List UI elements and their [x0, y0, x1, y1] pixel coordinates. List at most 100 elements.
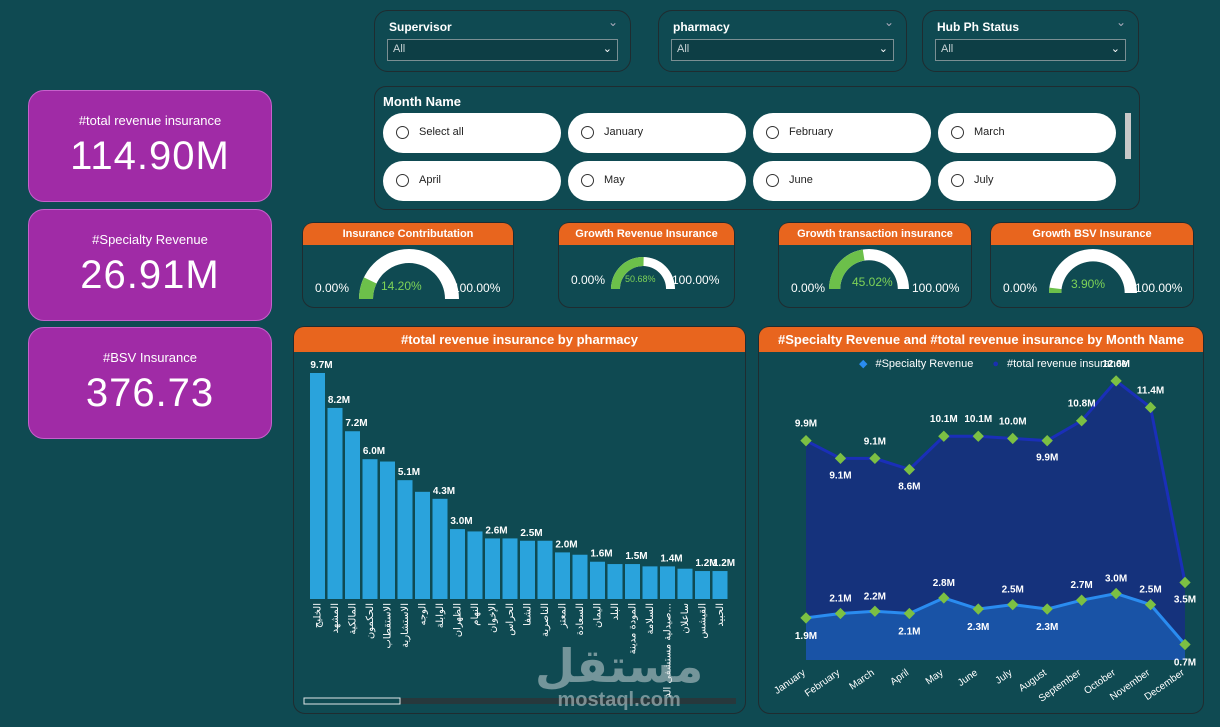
bar — [695, 571, 710, 599]
chart-title: #Specialty Revenue and #total revenue in… — [759, 327, 1203, 352]
total-revenue-data-label: 10.8M — [1068, 399, 1096, 410]
total-revenue-point — [1179, 576, 1191, 589]
x-tick-label: April — [888, 667, 911, 687]
pharmacy-select[interactable]: All ⌄ — [671, 39, 894, 61]
gauge-growth-bsv: Growth BSV Insurance 0.00% 3.90% 100.00% — [990, 222, 1194, 308]
gauge-max: 100.00% — [453, 281, 501, 295]
revenue-by-month-chart: 9.9M 9.1M 9.1M 8.6M 10.1M 10.1M 10.0M 9.9M 10.8M… — [772, 359, 1196, 705]
x-tick-label: July — [994, 667, 1015, 686]
bar — [590, 561, 605, 599]
x-tick-label: February — [803, 667, 842, 699]
specialty-revenue-data-label: 2.5M — [1139, 585, 1161, 596]
watermark-latin: mostaql.com — [557, 689, 681, 711]
hub-status-filter: Hub Ph Status ⌄ All ⌄ — [922, 10, 1139, 72]
month-option-label: May — [604, 174, 625, 186]
x-tick-label: اليمان — [593, 603, 604, 628]
supervisor-select[interactable]: All ⌄ — [387, 39, 618, 61]
month-option-select-all[interactable]: Select all — [383, 113, 561, 153]
bar-data-label: 3.0M — [450, 516, 472, 527]
total-revenue-data-label: 10.0M — [999, 416, 1027, 427]
radio-icon — [766, 174, 779, 187]
legend-item-total[interactable]: ● #total revenue insurance — [992, 358, 1128, 370]
hub-status-select[interactable]: All ⌄ — [935, 39, 1126, 61]
x-tick-label: June — [956, 667, 980, 689]
gauge-value: 14.20% — [381, 279, 422, 293]
x-tick-label: الاستشارية — [400, 603, 411, 648]
specialty-revenue-data-label: 2.2M — [864, 591, 886, 602]
total-revenue-data-label: 10.1M — [964, 414, 992, 425]
x-tick-label: May — [924, 667, 946, 687]
x-tick-label: الشفا — [523, 603, 534, 626]
x-tick-label: ساعلان — [680, 603, 691, 634]
month-option-january[interactable]: January — [568, 113, 746, 153]
kpi-total-revenue-card: #total revenue insurance 114.90M — [28, 90, 272, 202]
watermark-arabic: مستقل — [535, 640, 704, 692]
supervisor-select-value: All — [393, 43, 406, 55]
specialty-revenue-area — [806, 593, 1185, 660]
pharmacy-select-value: All — [677, 43, 690, 55]
chevron-down-icon[interactable]: ⌄ — [607, 15, 618, 29]
bar — [502, 538, 518, 599]
month-slicer: Month Name Select all January February M… — [374, 86, 1140, 210]
bar-data-label: 5.1M — [398, 467, 420, 478]
gauge-title: Insurance Contributation — [303, 223, 513, 245]
specialty-revenue-data-label: 2.7M — [1071, 580, 1093, 591]
legend-item-specialty[interactable]: ◆ #Specialty Revenue — [859, 358, 974, 370]
month-option-label: June — [789, 174, 813, 186]
gauge-title: Growth Revenue Insurance — [559, 223, 734, 245]
specialty-revenue-point — [800, 612, 812, 624]
bar — [467, 531, 483, 599]
chevron-down-icon[interactable]: ⌄ — [883, 15, 894, 29]
total-revenue-data-label: 9.1M — [829, 470, 851, 481]
x-tick-label: January — [772, 667, 807, 696]
total-revenue-data-label: 10.1M — [930, 414, 958, 425]
total-revenue-data-label: 9.1M — [864, 436, 886, 447]
chevron-down-icon[interactable]: ⌄ — [1115, 15, 1126, 29]
month-option-july[interactable]: July — [938, 161, 1116, 201]
gauge-min: 0.00% — [791, 281, 826, 295]
specialty-revenue-data-label: 2.1M — [829, 593, 851, 604]
dropdown-arrow-icon: ⌄ — [1110, 43, 1120, 55]
x-tick-label: النهام — [470, 603, 481, 626]
kpi-value: 26.91M — [80, 253, 220, 297]
specialty-revenue-data-label: 2.1M — [898, 626, 920, 637]
x-tick-label: الوابلة — [435, 603, 446, 628]
bar — [362, 459, 378, 599]
month-option-label: Select all — [419, 126, 464, 138]
gauge-min: 0.00% — [571, 273, 606, 287]
bar-data-label: 1.5M — [625, 551, 647, 562]
kpi-bsv-insurance-card: #BSV Insurance 376.73 — [28, 327, 272, 439]
month-slicer-scrollbar[interactable] — [1125, 113, 1131, 159]
gauge-title: Growth BSV Insurance — [991, 223, 1193, 245]
radio-icon — [396, 174, 409, 187]
month-option-april[interactable]: April — [383, 161, 561, 201]
bar-data-label: 9.7M — [310, 360, 332, 371]
specialty-revenue-point — [1075, 594, 1088, 606]
month-option-label: April — [419, 174, 442, 186]
month-option-june[interactable]: June — [753, 161, 931, 201]
gauge-growth-revenue: Growth Revenue Insurance 0.00% 50.68% 10… — [558, 222, 735, 308]
specialty-revenue-point — [1179, 638, 1191, 651]
radio-icon — [766, 126, 779, 139]
radio-icon — [581, 126, 594, 139]
bar — [345, 431, 360, 599]
chart-scrollbar-thumb[interactable] — [303, 697, 401, 705]
gauge-min: 0.00% — [1003, 281, 1038, 295]
total-revenue-point — [800, 435, 812, 447]
bar-data-label: 2.6M — [485, 525, 507, 536]
specialty-revenue-point — [938, 592, 950, 604]
gauge-max: 100.00% — [1135, 281, 1183, 295]
gauge-arc — [611, 257, 675, 289]
bar — [397, 480, 413, 599]
dropdown-arrow-icon: ⌄ — [878, 43, 888, 55]
specialty-revenue-data-label: 2.5M — [1002, 585, 1024, 596]
month-option-label: February — [789, 126, 834, 138]
x-tick-label: الحراس — [505, 603, 516, 636]
month-option-february[interactable]: February — [753, 113, 931, 153]
bar — [642, 566, 658, 599]
bar-data-label: 2.5M — [520, 528, 542, 539]
total-revenue-line — [805, 378, 1187, 583]
month-option-march[interactable]: March — [938, 113, 1116, 153]
month-option-may[interactable]: May — [568, 161, 746, 201]
specialty-revenue-data-label: 1.9M — [795, 631, 817, 642]
